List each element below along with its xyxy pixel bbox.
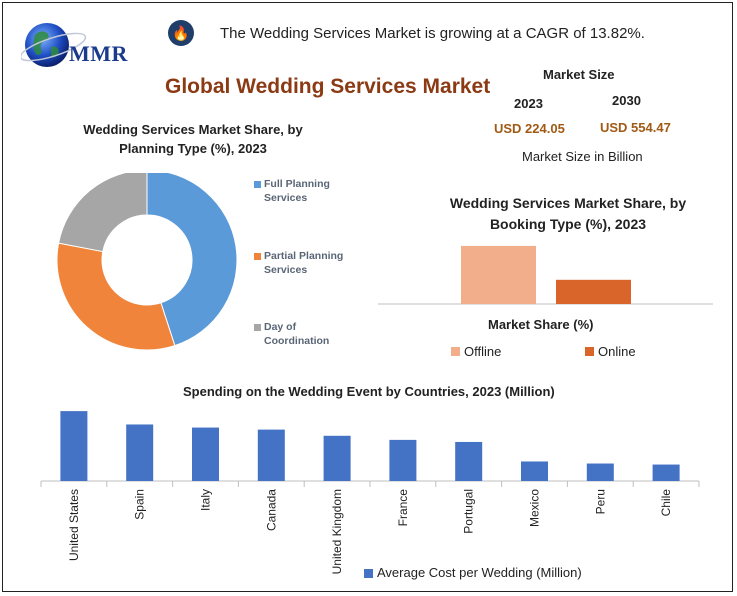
booking-title-line-2: Booking Type (%), 2023 xyxy=(489,216,647,232)
x-tick-label-mexico: Mexico xyxy=(528,489,542,527)
legend-swatch-offline xyxy=(451,347,460,356)
page-title: Global Wedding Services Market xyxy=(165,75,491,98)
legend-swatch-online xyxy=(585,347,594,356)
bar-portugal xyxy=(455,441,483,481)
bar-canada xyxy=(257,429,285,481)
bar-spain xyxy=(126,424,154,481)
flame-icon: 🔥 xyxy=(168,20,194,46)
legend-swatch-partial-planning xyxy=(254,253,261,260)
legend-label-day-of-coordination: Day of Coordination xyxy=(264,321,330,347)
booking-x-axis-label: Market Share (%) xyxy=(488,317,594,332)
bar-offline xyxy=(461,245,536,304)
booking-title-line-1: Wedding Services Market Share, by xyxy=(449,195,687,211)
x-tick-label-italy: Italy xyxy=(199,489,213,511)
legend-label-average-cost: Average Cost per Wedding (Million) xyxy=(377,565,582,580)
bar-mexico xyxy=(521,461,548,481)
logo-globe-icon xyxy=(21,23,87,67)
donut-title-line-1: Wedding Services Market Share, by xyxy=(83,122,303,137)
countries-bar-chart: United States Spain Italy Canada United King… xyxy=(40,411,700,574)
market-size-year-2030: 2030 xyxy=(612,93,641,108)
donut-chart-title: Wedding Services Market Share, by Planni… xyxy=(73,120,313,158)
legend-label-online: Online xyxy=(598,344,636,359)
legend-label-offline: Offline xyxy=(464,344,502,359)
legend-swatch-day-of-coordination xyxy=(254,324,261,331)
legend-label-partial-planning: Partial Planning Services xyxy=(264,250,344,276)
x-tick-label-portugal: Portugal xyxy=(462,489,476,534)
countries-chart-title: Spending on the Wedding Event by Countri… xyxy=(183,384,555,399)
bar-peru xyxy=(586,463,614,481)
x-tick-label-chile: Chile xyxy=(659,489,673,517)
donut-title-line-2: Planning Type (%), 2023 xyxy=(119,141,267,156)
legend-swatch-average-cost xyxy=(364,569,373,578)
bar-united-kingdom xyxy=(323,435,351,481)
logo-text: MMR xyxy=(69,41,128,66)
market-size-year-2023: 2023 xyxy=(514,96,543,111)
market-size-unit: Market Size in Billion xyxy=(522,149,643,164)
x-tick-label-peru: Peru xyxy=(593,489,607,514)
booking-chart-title: Wedding Services Market Share, by Bookin… xyxy=(433,193,703,235)
x-tick-label-canada: Canada xyxy=(264,489,278,531)
donut-slice-day-of-coordination xyxy=(58,173,148,253)
booking-bar-chart xyxy=(378,245,713,305)
bar-online xyxy=(556,279,631,304)
donut-slice-full-planning-services xyxy=(146,173,238,347)
bar-united-states xyxy=(60,411,88,481)
market-size-title: Market Size xyxy=(543,67,615,82)
x-tick-label-united-states: United States xyxy=(67,489,81,561)
x-tick-label-spain: Spain xyxy=(133,489,147,520)
bar-chile xyxy=(652,464,680,481)
x-tick-label-united-kingdom: United Kingdom xyxy=(330,489,344,574)
donut-chart xyxy=(56,173,238,351)
legend-label-full-planning: Full Planning Services xyxy=(264,178,330,204)
market-size-value-2023: USD 224.05 xyxy=(494,121,565,136)
market-size-value-2030: USD 554.47 xyxy=(600,120,671,135)
donut-slice-partial-planning-services xyxy=(56,242,176,351)
x-tick-label-france: France xyxy=(396,489,410,527)
legend-swatch-full-planning xyxy=(254,181,261,188)
cagr-text: The Wedding Services Market is growing a… xyxy=(220,25,645,42)
bar-italy xyxy=(192,427,219,481)
bar-france xyxy=(389,439,417,481)
